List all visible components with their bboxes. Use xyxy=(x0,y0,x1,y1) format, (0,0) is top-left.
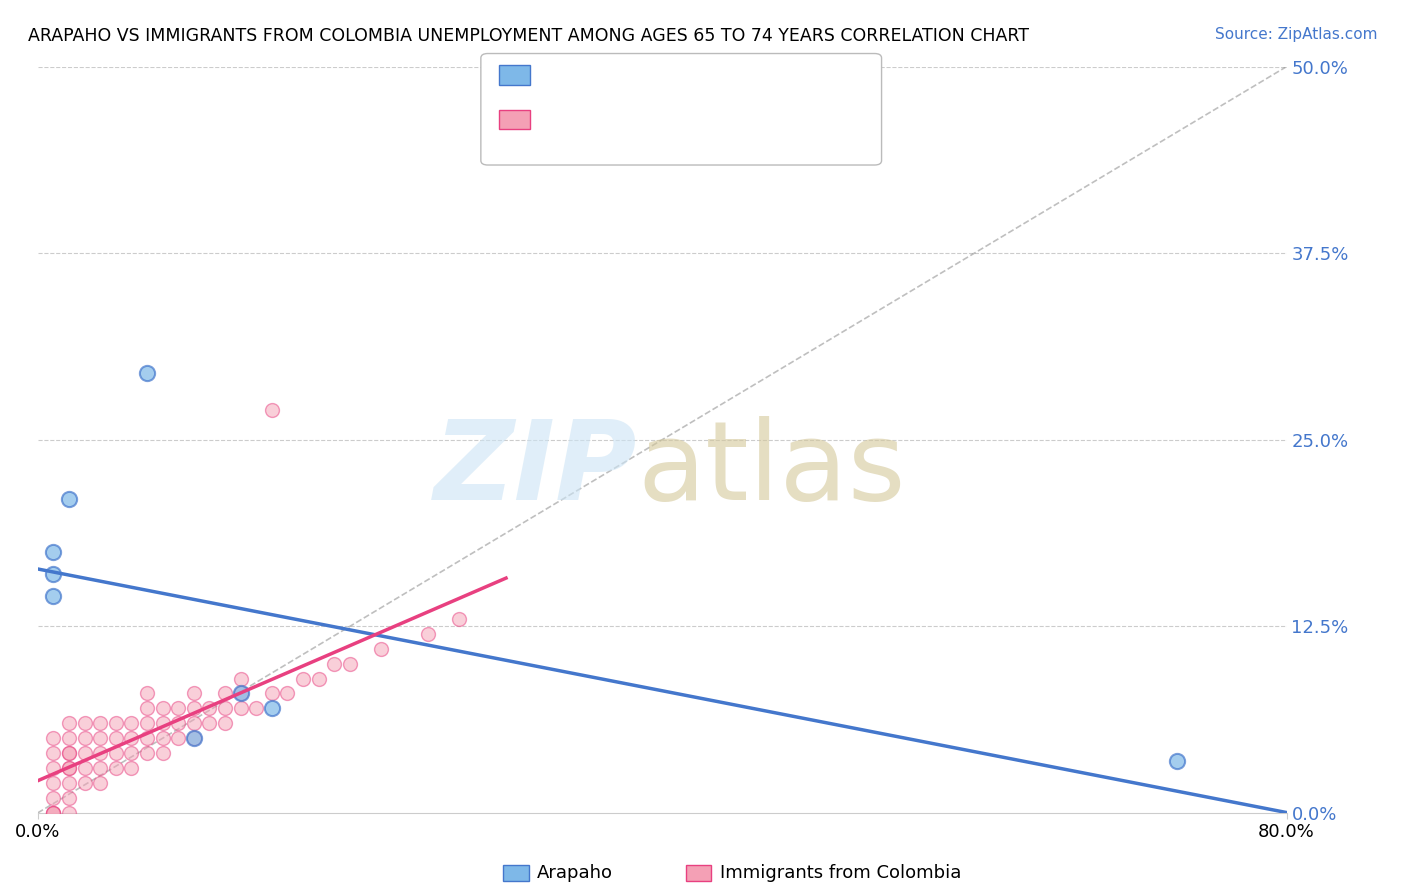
Point xyxy=(136,686,159,700)
Point xyxy=(136,701,159,715)
Point xyxy=(260,686,283,700)
Point xyxy=(229,701,252,715)
Point xyxy=(42,776,65,790)
Point xyxy=(370,641,392,656)
Point xyxy=(58,776,80,790)
Text: R =  0.653  N = 70: R = 0.653 N = 70 xyxy=(538,110,709,128)
Text: ZIP: ZIP xyxy=(433,416,637,523)
Point xyxy=(152,701,174,715)
Point xyxy=(136,746,159,760)
Point xyxy=(42,791,65,805)
Point xyxy=(73,716,96,731)
Point xyxy=(42,590,65,604)
Point xyxy=(120,746,142,760)
Point xyxy=(58,731,80,746)
Text: Arapaho: Arapaho xyxy=(537,864,613,882)
Point xyxy=(416,627,439,641)
Point xyxy=(167,716,190,731)
Point xyxy=(120,761,142,775)
Point xyxy=(260,403,283,417)
Point xyxy=(449,612,471,626)
Point xyxy=(73,761,96,775)
Point xyxy=(89,761,111,775)
Point xyxy=(136,366,159,380)
Point xyxy=(42,731,65,746)
Point xyxy=(214,716,236,731)
Point xyxy=(42,746,65,760)
Point xyxy=(183,731,205,746)
Point xyxy=(58,746,80,760)
Point xyxy=(198,701,221,715)
Point xyxy=(183,731,205,746)
Point xyxy=(214,686,236,700)
Point xyxy=(120,716,142,731)
Point xyxy=(136,731,159,746)
Point xyxy=(58,791,80,805)
Point xyxy=(323,657,346,671)
Point xyxy=(73,731,96,746)
Point xyxy=(89,731,111,746)
Point xyxy=(198,716,221,731)
Text: Source: ZipAtlas.com: Source: ZipAtlas.com xyxy=(1215,27,1378,42)
Point xyxy=(229,686,252,700)
Point xyxy=(104,731,127,746)
Text: ARAPAHO VS IMMIGRANTS FROM COLOMBIA UNEMPLOYMENT AMONG AGES 65 TO 74 YEARS CORRE: ARAPAHO VS IMMIGRANTS FROM COLOMBIA UNEM… xyxy=(28,27,1029,45)
Point xyxy=(73,776,96,790)
Point xyxy=(120,731,142,746)
Point xyxy=(58,746,80,760)
Point xyxy=(58,805,80,820)
Point xyxy=(245,701,267,715)
Point xyxy=(167,731,190,746)
Point xyxy=(229,686,252,700)
Point xyxy=(276,686,298,700)
Point xyxy=(58,716,80,731)
Point xyxy=(89,776,111,790)
Point xyxy=(104,716,127,731)
Point xyxy=(292,672,315,686)
Point xyxy=(152,731,174,746)
Text: R = -0.435  N = 9: R = -0.435 N = 9 xyxy=(538,65,699,83)
Point xyxy=(183,686,205,700)
Point xyxy=(58,492,80,507)
Point xyxy=(1166,754,1188,768)
Point xyxy=(73,746,96,760)
Point xyxy=(260,701,283,715)
Point xyxy=(58,761,80,775)
Point xyxy=(183,701,205,715)
Point xyxy=(308,672,330,686)
Point xyxy=(42,805,65,820)
Point xyxy=(42,805,65,820)
Point xyxy=(167,701,190,715)
Point xyxy=(183,716,205,731)
Point xyxy=(339,657,361,671)
Point xyxy=(152,746,174,760)
Point xyxy=(136,716,159,731)
Point xyxy=(42,567,65,582)
Point xyxy=(42,761,65,775)
Point xyxy=(152,716,174,731)
Text: Immigrants from Colombia: Immigrants from Colombia xyxy=(720,864,962,882)
Point xyxy=(58,761,80,775)
Text: atlas: atlas xyxy=(637,416,905,523)
Point xyxy=(89,746,111,760)
Point xyxy=(89,716,111,731)
Point xyxy=(229,672,252,686)
Point xyxy=(42,544,65,558)
Point xyxy=(214,701,236,715)
Point xyxy=(104,761,127,775)
Point xyxy=(42,805,65,820)
Point xyxy=(104,746,127,760)
